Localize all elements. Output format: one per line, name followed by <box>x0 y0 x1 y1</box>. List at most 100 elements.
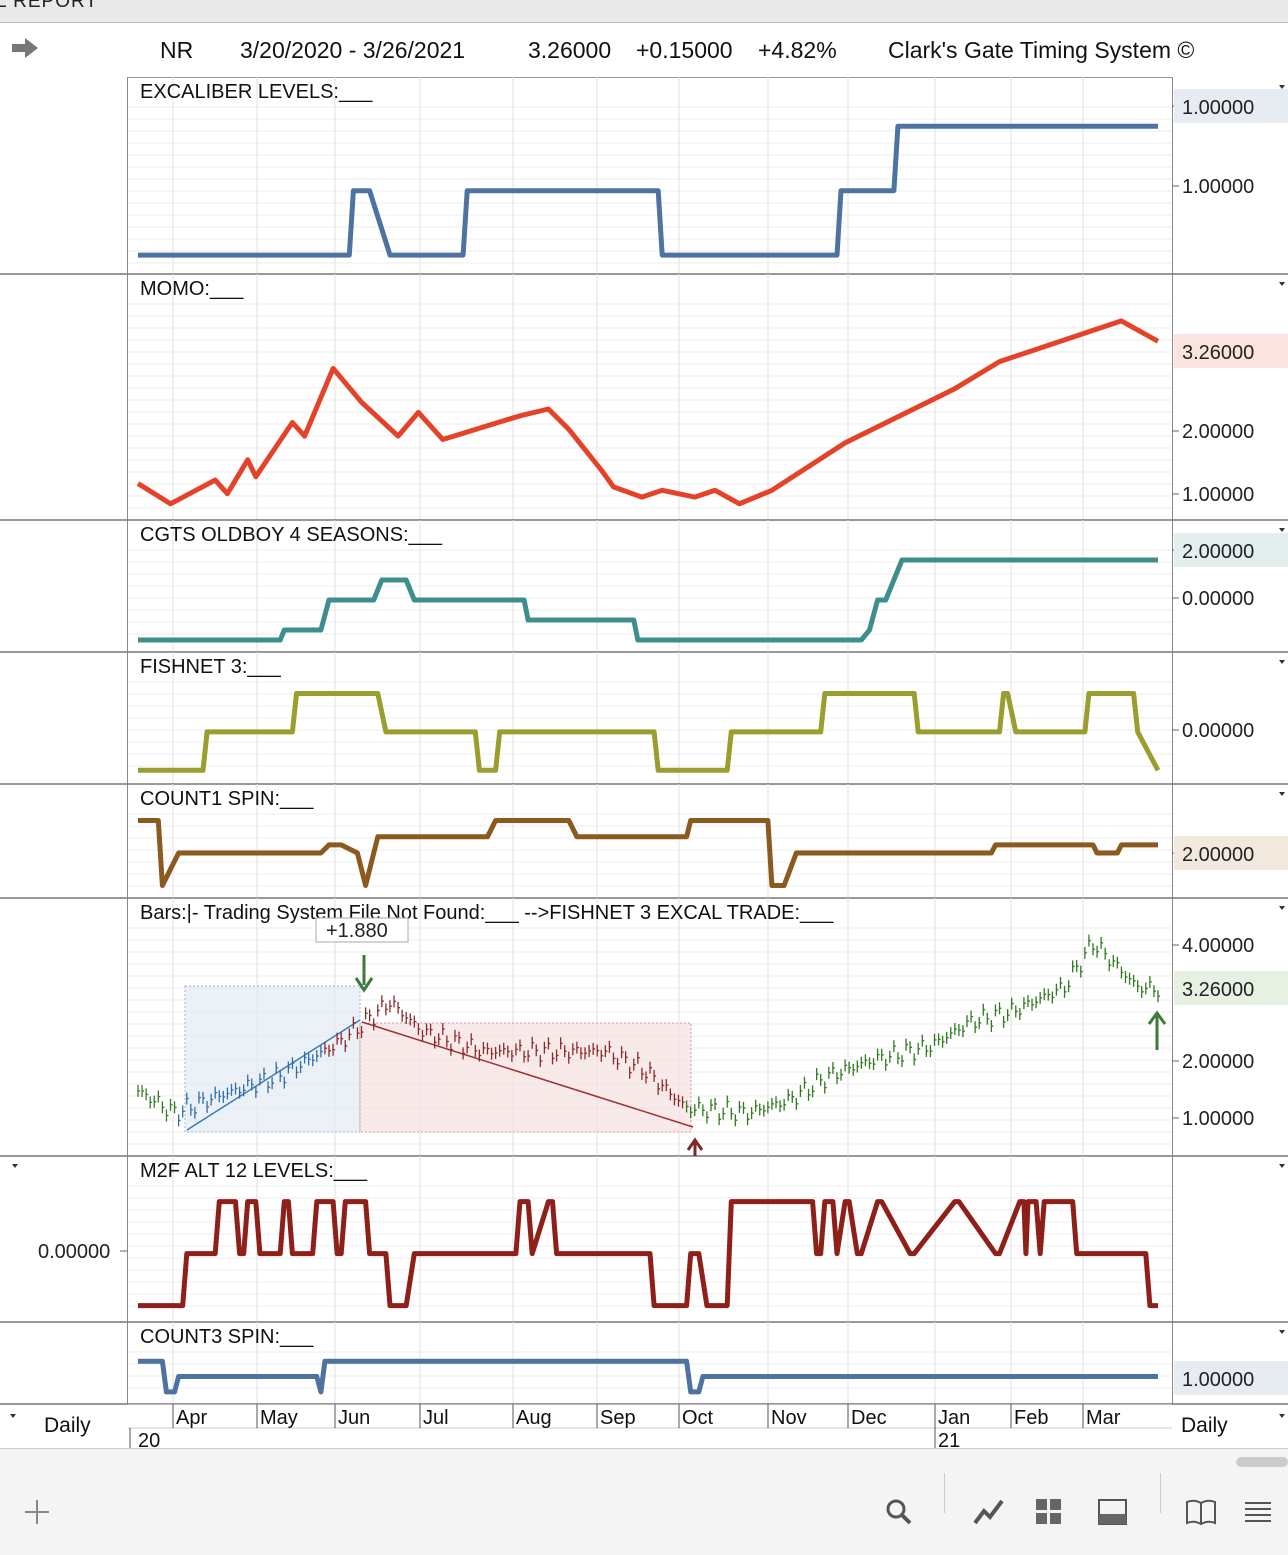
sell-arrow-icon <box>354 955 374 993</box>
panel-title: COUNT1 SPIN:___ <box>140 788 314 810</box>
dropdown-icon <box>1279 1164 1285 1168</box>
right-period-label[interactable]: Daily <box>1181 1414 1228 1437</box>
panel-title: M2F ALT 12 LEVELS:___ <box>140 1160 368 1182</box>
list-icon[interactable] <box>1243 1497 1273 1527</box>
panel-8: COUNT3 SPIN:___ 1.00000 <box>0 1322 1288 1405</box>
month-label: Jan <box>938 1407 970 1429</box>
value-badge <box>1174 334 1288 368</box>
dropdown-icon <box>1279 528 1285 532</box>
value-badge <box>1174 1361 1288 1395</box>
dropdown-icon <box>1279 792 1285 796</box>
month-label: Feb <box>1014 1407 1048 1429</box>
current-value-label: 3.26000 <box>1182 979 1254 1001</box>
grid-icon[interactable] <box>1034 1497 1064 1527</box>
panel-1: EXCALIBER LEVELS:___ 1.00000 1.00000 <box>0 77 1288 275</box>
panel-title: Bars:|- Trading System File Not Found:__… <box>140 902 834 924</box>
current-value-label: 2.00000 <box>1182 541 1254 563</box>
current-value-label: 1.00000 <box>1182 1369 1254 1391</box>
axis-label: 1.00000 <box>1182 484 1254 506</box>
period-dropdown-icon <box>10 1414 16 1418</box>
dropdown-icon <box>1279 282 1285 286</box>
window-title: L REPORT <box>0 0 98 12</box>
dropdown-icon <box>1279 85 1285 89</box>
panel-title: COUNT3 SPIN:___ <box>140 1326 314 1348</box>
value-badge <box>1174 533 1288 567</box>
month-label: Dec <box>851 1407 887 1429</box>
panel-3: CGTS OLDBOY 4 SEASONS:___ 0.00000 2.00000 <box>0 520 1288 653</box>
axis-label: 0.00000 <box>38 1241 110 1263</box>
period-dropdown-icon <box>1279 1414 1285 1418</box>
series-line <box>138 1199 1158 1309</box>
short-trade-line <box>361 1021 694 1128</box>
buy-arrow-icon <box>1147 1010 1167 1050</box>
value-badge <box>1174 971 1288 1005</box>
month-label: Jul <box>423 1407 449 1429</box>
month-label: Aug <box>516 1407 552 1429</box>
line-chart-icon[interactable] <box>972 1497 1006 1527</box>
panel-7: M2F ALT 12 LEVELS:___ 0.00000 <box>0 1156 1288 1323</box>
month-label: Nov <box>771 1407 807 1429</box>
axis-label: 1.00000 <box>1182 176 1254 198</box>
axis-label: 2.00000 <box>1182 421 1254 443</box>
chart-header: NR 3/20/2020 - 3/26/2021 3.26000 +0.1500… <box>0 23 1288 78</box>
axis-label: 0.00000 <box>1182 588 1254 610</box>
left-scale-column <box>0 77 128 1404</box>
right-scale-column <box>1172 77 1288 1404</box>
dropdown-icon <box>1279 1330 1285 1334</box>
add-icon[interactable] <box>22 1497 52 1527</box>
forward-arrow-icon[interactable] <box>10 37 40 59</box>
panel-2: MOMO:___ 2.00000 1.00000 3.26000 <box>0 274 1288 521</box>
series-line <box>138 818 1158 888</box>
dropdown-icon <box>1279 660 1285 664</box>
price-change: +0.15000 <box>636 37 733 63</box>
panel-icon[interactable] <box>1097 1497 1129 1527</box>
month-label: Oct <box>682 1407 714 1429</box>
price-change-pct: +4.82% <box>758 37 837 63</box>
panel-5: COUNT1 SPIN:___ 2.00000 <box>0 784 1288 899</box>
axis-label: 1.00000 <box>1182 1108 1254 1130</box>
zoom-icon[interactable] <box>884 1497 914 1527</box>
current-value-label: 3.26000 <box>1182 342 1254 364</box>
last-price: 3.26000 <box>528 37 612 63</box>
month-label: Sep <box>600 1407 636 1429</box>
left-period-label[interactable]: Daily <box>44 1414 91 1437</box>
dropdown-icon <box>12 1164 18 1168</box>
current-value-label: 2.00000 <box>1182 844 1254 866</box>
series-line <box>138 1358 1158 1395</box>
date-range: 3/20/2020 - 3/26/2021 <box>240 37 466 63</box>
panel-title: EXCALIBER LEVELS:___ <box>140 81 373 103</box>
panel-4: FISHNET 3:___ 0.00000 <box>0 652 1288 785</box>
book-icon[interactable] <box>1184 1497 1218 1527</box>
axis-label: 0.00000 <box>1182 720 1254 742</box>
axis-label: 2.00000 <box>1182 1051 1254 1073</box>
series-line <box>138 691 1161 773</box>
dropdown-icon <box>1279 906 1285 910</box>
bottom-toolbar <box>0 1448 1288 1555</box>
value-badge <box>1174 836 1288 870</box>
month-label: Apr <box>176 1407 207 1429</box>
series-line <box>138 557 1158 643</box>
scroll-track[interactable] <box>1236 1457 1288 1467</box>
trade-profit-label: +1.880 <box>326 920 388 942</box>
window-title-strip: L REPORT <box>0 0 1288 23</box>
panel-6: Bars:|- Trading System File Not Found:__… <box>0 898 1288 1157</box>
year-label: 20 <box>138 1430 160 1450</box>
series-line <box>136 318 1160 507</box>
system-name: Clark's Gate Timing System © <box>888 37 1195 63</box>
year-label: 21 <box>938 1430 960 1450</box>
time-axis: Apr May Jun Jul Aug Sep Oct Nov Dec Jan Feb Mar 20 21 <box>0 1164 1288 1450</box>
time-axis-bg <box>128 1404 1172 1448</box>
chart-area[interactable]: EXCALIBER LEVELS:___1.000001.00000MOMO:_… <box>0 0 1288 1450</box>
value-badge <box>1174 89 1288 123</box>
short-trade-box <box>359 1022 692 1133</box>
month-label: May <box>260 1407 298 1429</box>
series-line <box>138 123 1158 258</box>
panel-title: MOMO:___ <box>140 278 244 300</box>
symbol: NR <box>160 37 194 63</box>
month-label: Jun <box>338 1407 370 1429</box>
month-label: Mar <box>1086 1407 1121 1429</box>
axis-label: 4.00000 <box>1182 935 1254 957</box>
long-trade-box <box>184 985 361 1133</box>
long-trade-line <box>186 1019 361 1131</box>
panel-title: FISHNET 3:___ <box>140 656 282 678</box>
